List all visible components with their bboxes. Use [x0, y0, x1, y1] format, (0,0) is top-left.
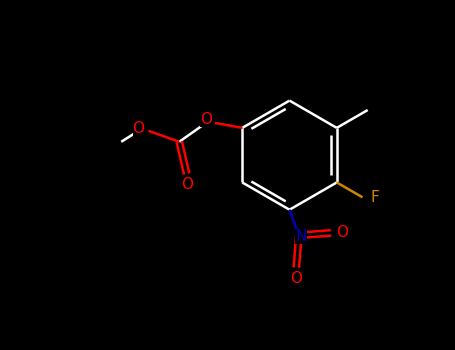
Text: O: O [200, 112, 212, 127]
Text: O: O [336, 225, 348, 240]
Text: O: O [181, 177, 193, 192]
Text: N: N [295, 229, 307, 244]
Text: O: O [132, 121, 145, 136]
Text: O: O [290, 271, 303, 286]
Text: F: F [370, 190, 379, 205]
